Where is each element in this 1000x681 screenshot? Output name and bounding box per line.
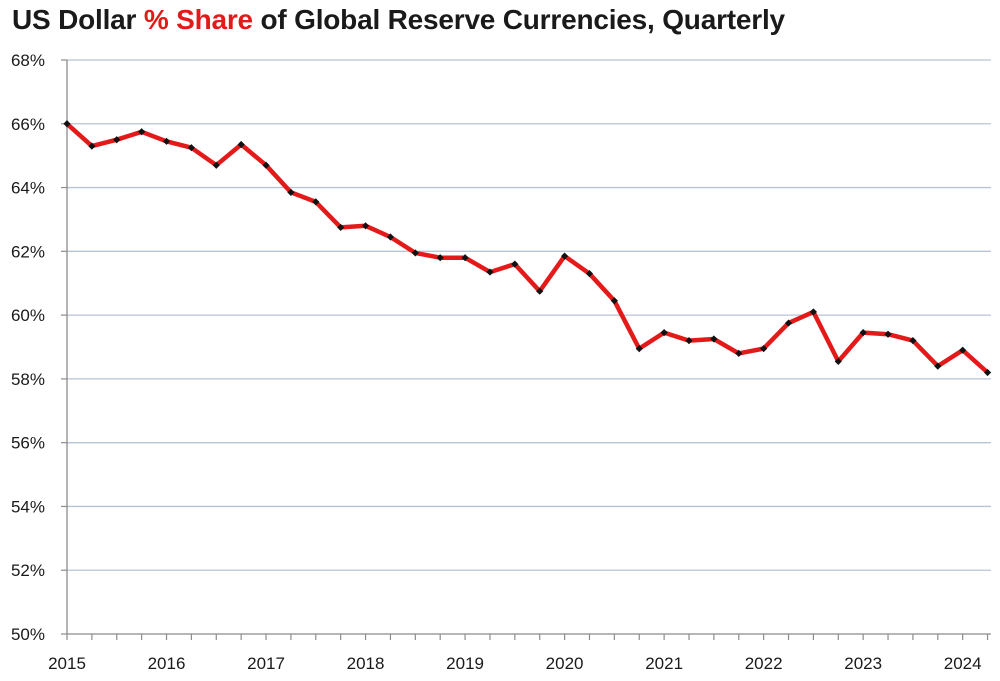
data-point bbox=[585, 270, 594, 278]
y-tick-label-64: 64% bbox=[11, 179, 45, 198]
y-tick-label-52: 52% bbox=[11, 561, 45, 580]
x-tick-label-2017: 2017 bbox=[247, 654, 285, 673]
data-point bbox=[113, 136, 121, 144]
data-point bbox=[685, 337, 693, 345]
y-tick-label-56: 56% bbox=[11, 434, 45, 453]
data-point bbox=[138, 128, 146, 136]
axes bbox=[61, 59, 991, 640]
data-point bbox=[436, 254, 444, 262]
series-usd-share bbox=[63, 120, 992, 377]
data-point bbox=[63, 120, 71, 128]
data-point bbox=[710, 335, 718, 343]
data-point bbox=[212, 161, 220, 169]
chart-title-part1: US Dollar bbox=[12, 4, 144, 35]
data-point bbox=[735, 349, 743, 357]
chart-title-part3: of Global Reserve Currencies, Quarterly bbox=[252, 4, 786, 35]
data-point bbox=[859, 329, 867, 337]
data-point bbox=[536, 287, 544, 295]
x-tick-label-2015: 2015 bbox=[48, 654, 86, 673]
gridlines bbox=[67, 59, 991, 571]
data-point bbox=[834, 357, 842, 365]
data-point bbox=[237, 140, 245, 149]
data-point bbox=[287, 188, 295, 196]
data-point bbox=[88, 142, 96, 150]
chart-title-accent: % Share bbox=[143, 4, 253, 35]
x-tick-label-2023: 2023 bbox=[844, 654, 882, 673]
x-tick-label-2022: 2022 bbox=[745, 654, 783, 673]
series-line bbox=[64, 121, 990, 375]
x-tick-label-2019: 2019 bbox=[446, 654, 484, 673]
y-tick-label-62: 62% bbox=[11, 242, 45, 261]
data-point bbox=[361, 222, 370, 230]
data-point bbox=[162, 137, 171, 145]
data-point bbox=[610, 297, 618, 305]
data-point bbox=[959, 346, 967, 354]
data-point bbox=[909, 337, 917, 345]
x-tick-label-2020: 2020 bbox=[546, 654, 584, 673]
data-point bbox=[784, 319, 793, 327]
x-tick-label-2021: 2021 bbox=[645, 654, 683, 673]
x-tick-label-2024: 2024 bbox=[944, 654, 982, 673]
data-point bbox=[934, 362, 942, 370]
data-point bbox=[660, 329, 668, 337]
data-point bbox=[561, 252, 569, 260]
data-point bbox=[760, 344, 768, 353]
data-point bbox=[511, 260, 519, 268]
data-point bbox=[635, 344, 643, 353]
data-point bbox=[461, 254, 469, 262]
data-point bbox=[983, 368, 992, 377]
data-point bbox=[411, 249, 419, 257]
y-tick-label-58: 58% bbox=[11, 370, 45, 389]
data-point bbox=[187, 144, 195, 152]
y-tick-label-54: 54% bbox=[11, 497, 45, 516]
data-point bbox=[386, 233, 395, 241]
y-tick-label-66: 66% bbox=[11, 115, 45, 134]
y-tick-label-50: 50% bbox=[11, 625, 45, 644]
y-tick-label-68: 68% bbox=[11, 51, 45, 70]
y-tick-label-60: 60% bbox=[11, 306, 45, 325]
data-point bbox=[884, 330, 892, 338]
chart-title: US Dollar % Share of Global Reserve Curr… bbox=[12, 4, 785, 36]
data-point bbox=[312, 198, 320, 206]
data-point bbox=[486, 268, 494, 276]
x-tick-label-2018: 2018 bbox=[347, 654, 385, 673]
data-point bbox=[809, 308, 817, 316]
x-tick-label-2016: 2016 bbox=[148, 654, 186, 673]
data-point bbox=[337, 223, 345, 232]
data-point bbox=[262, 161, 270, 169]
y-axis-tick-labels: 50% 52% 54% 56% 58% 60% 62% 64% 66% 68% bbox=[11, 51, 45, 644]
x-axis-tick-labels: 2015 2016 2017 2018 2019 2020 2021 2022 2023 2024 bbox=[48, 654, 982, 673]
